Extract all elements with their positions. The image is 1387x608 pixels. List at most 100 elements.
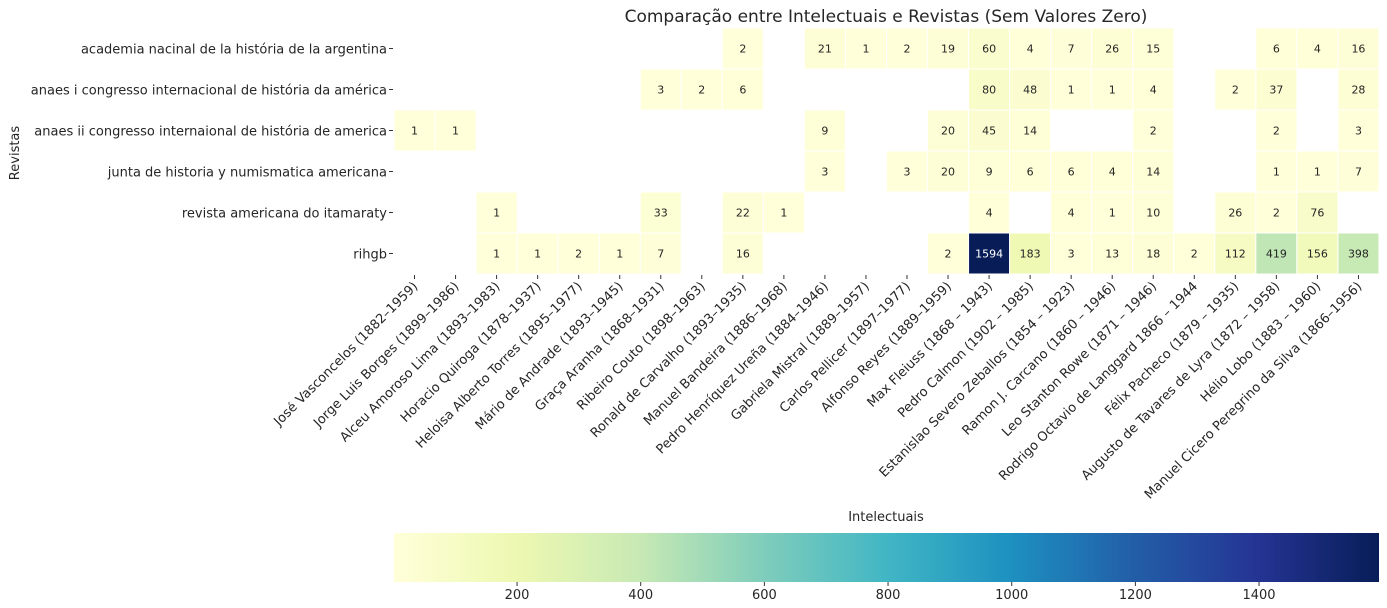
chart-title: Comparação entre Intelectuais e Revistas…	[625, 7, 1148, 27]
heatmap-cell	[1132, 109, 1175, 152]
colorbar-tick-label: 800	[876, 588, 901, 603]
cell-value-label: 1	[1109, 84, 1116, 97]
heatmap-cell	[762, 191, 805, 234]
heatmap-cell	[1050, 27, 1093, 70]
heatmap-cell	[885, 150, 929, 193]
heatmap-cell	[721, 191, 764, 234]
heatmap-cell	[803, 109, 846, 152]
heatmap-cell	[1132, 191, 1175, 234]
cell-value-label: 2	[575, 248, 582, 261]
heatmap-cell	[1337, 232, 1380, 275]
heatmap-cell	[475, 191, 518, 234]
cell-value-label: 112	[1225, 248, 1246, 261]
cell-value-label: 20	[941, 166, 955, 179]
row-label-revista-americana-do-itamaraty: revista americana do itamaraty	[182, 207, 387, 222]
cell-value-label: 1	[862, 43, 869, 56]
heatmap-cell	[1009, 68, 1052, 111]
row-label-rihgb: rihgb	[353, 248, 387, 263]
cell-value-label: 26	[1105, 43, 1119, 56]
cell-value-label: 2	[904, 43, 911, 56]
colorbar	[394, 533, 1379, 582]
heatmap-cell	[1337, 150, 1380, 193]
heatmap-cell	[803, 27, 846, 70]
cell-value-label: 1	[1273, 166, 1280, 179]
cell-value-label: 18	[1146, 248, 1160, 261]
cell-value-label: 7	[1068, 43, 1075, 56]
cell-value-label: 9	[821, 125, 828, 138]
cell-value-label: 80	[982, 84, 996, 97]
colorbar-tick-label: 1400	[1242, 588, 1275, 603]
cell-value-label: 4	[1109, 166, 1116, 179]
cell-value-label: 19	[941, 43, 955, 56]
heatmap-cell	[639, 232, 682, 275]
heatmap-cell	[1173, 232, 1216, 275]
cell-value-label: 2	[1191, 248, 1198, 261]
cell-value-label: 1	[411, 125, 418, 138]
heatmap-cell	[1091, 68, 1134, 111]
cell-value-label: 2	[1150, 125, 1157, 138]
cell-value-label: 2	[1273, 207, 1280, 220]
cell-value-label: 6	[739, 84, 746, 97]
cell-value-label: 398	[1348, 248, 1369, 261]
heatmap-cell	[927, 109, 970, 152]
heatmap-cell	[968, 109, 1011, 152]
column-label-jorge-luis-borges-1899-1986: Jorge Luis Borges (1899–1986)	[310, 279, 462, 431]
column-label-mario-de-andrade-1893-1945: Mário de Andrade (1893–1945)	[473, 279, 627, 433]
heatmap-cell	[1337, 68, 1380, 111]
heatmap-cell	[1296, 191, 1339, 234]
cell-value-label: 4	[1027, 43, 1034, 56]
cell-value-label: 3	[1355, 125, 1362, 138]
cell-value-label: 1	[534, 248, 541, 261]
cell-value-label: 45	[982, 125, 996, 138]
cell-value-label: 1594	[975, 248, 1003, 261]
heatmap-cell	[1214, 68, 1257, 111]
cell-value-label: 419	[1266, 248, 1287, 261]
heatmap-cell	[1296, 150, 1339, 193]
heatmap-cell	[1337, 109, 1380, 152]
heatmap-cell	[968, 150, 1011, 193]
cell-value-label: 21	[818, 43, 832, 56]
cell-value-label: 9	[986, 166, 993, 179]
heatmap-cell	[1050, 68, 1093, 111]
cell-value-label: 37	[1269, 84, 1283, 97]
cell-value-label: 16	[736, 248, 750, 261]
heatmap-cell	[968, 27, 1011, 70]
heatmap-cell	[475, 232, 518, 275]
row-label-academia-nacinal-de-la-historia-de-la-argentina: academia nacinal de la história de la ar…	[81, 43, 387, 58]
heatmap-cell	[1091, 150, 1134, 193]
row-label-anaes-ii-congresso-internaional-de-historia-de-america: anaes ii congresso internaional de histó…	[34, 125, 387, 140]
cell-value-label: 3	[821, 166, 828, 179]
heatmap-cell	[968, 68, 1011, 111]
cell-value-label: 14	[1023, 125, 1037, 138]
heatmap-cell	[1091, 191, 1134, 234]
colorbar-ticks: 200 400 600 800 1000 1200 1400	[505, 582, 1276, 603]
cell-value-label: 33	[654, 207, 668, 220]
heatmap-cell	[1255, 191, 1298, 234]
colorbar-tick-label: 600	[752, 588, 777, 603]
colorbar-tick-label: 1200	[1119, 588, 1152, 603]
column-label-ramon-j-carcano-1860-1946: Ramon J. Carcano (1860 – 1946)	[960, 279, 1119, 438]
heatmap-cell	[1009, 150, 1052, 193]
cell-value-label: 1	[1314, 166, 1321, 179]
cell-value-label: 1	[1068, 84, 1075, 97]
cell-value-label: 1	[1109, 207, 1116, 220]
cell-value-label: 7	[1355, 166, 1362, 179]
colorbar-tick-label: 1000	[995, 588, 1028, 603]
heatmap-cell	[393, 109, 436, 152]
heatmap-cell	[1255, 232, 1298, 275]
cell-value-label: 48	[1023, 84, 1037, 97]
cell-value-label: 15	[1146, 43, 1160, 56]
cell-value-label: 10	[1146, 207, 1160, 220]
cell-value-label: 3	[657, 84, 664, 97]
cell-value-label: 183	[1020, 248, 1041, 261]
heatmap-cell	[968, 191, 1011, 234]
heatmap-cell	[927, 232, 970, 275]
cell-value-label: 20	[941, 125, 955, 138]
cell-value-label: 26	[1228, 207, 1242, 220]
cell-value-label: 1	[493, 207, 500, 220]
colorbar-tick-label: 400	[628, 588, 653, 603]
cell-value-label: 22	[736, 207, 750, 220]
cell-value-label: 14	[1146, 166, 1160, 179]
heatmap-cell	[927, 150, 970, 193]
